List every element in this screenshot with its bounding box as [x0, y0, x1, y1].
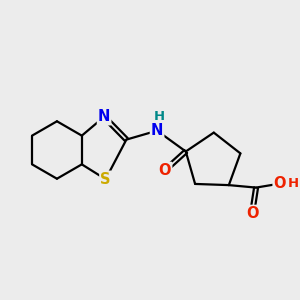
Text: N: N: [151, 123, 163, 138]
Text: S: S: [100, 172, 111, 187]
Text: O: O: [159, 163, 171, 178]
Text: H: H: [288, 177, 299, 190]
Text: N: N: [98, 109, 110, 124]
Text: O: O: [274, 176, 286, 191]
Text: H: H: [154, 110, 165, 123]
Text: O: O: [246, 206, 258, 221]
